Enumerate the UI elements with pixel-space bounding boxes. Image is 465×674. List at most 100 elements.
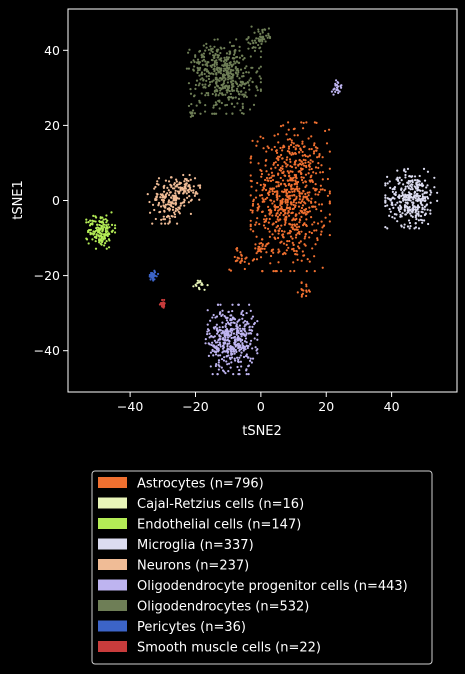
data-point: [251, 202, 255, 206]
data-point: [271, 248, 275, 251]
data-point: [241, 80, 244, 83]
data-point: [192, 65, 196, 68]
data-point: [293, 269, 296, 273]
data-point: [384, 182, 387, 185]
data-point: [266, 242, 269, 246]
data-point: [245, 71, 248, 74]
data-point: [100, 243, 103, 246]
data-point: [436, 199, 439, 202]
data-point: [397, 206, 400, 209]
data-point: [415, 192, 419, 196]
data-point: [216, 85, 219, 88]
data-point: [399, 213, 402, 216]
data-point: [157, 183, 160, 186]
data-point: [384, 196, 387, 199]
data-point: [194, 55, 197, 58]
data-point: [274, 161, 277, 164]
data-point: [411, 215, 414, 218]
data-point: [201, 59, 204, 63]
data-point: [235, 56, 238, 59]
data-point: [98, 235, 101, 238]
data-point: [305, 283, 308, 286]
data-point: [429, 193, 432, 196]
data-point: [194, 87, 197, 90]
data-point: [232, 89, 236, 92]
data-point: [211, 341, 214, 344]
data-point: [315, 121, 318, 124]
data-point: [251, 329, 254, 332]
data-point: [241, 75, 244, 78]
data-point: [210, 49, 213, 52]
data-point: [323, 189, 326, 192]
data-point: [311, 160, 314, 163]
data-point: [228, 342, 231, 345]
data-point: [302, 121, 305, 125]
data-point: [198, 184, 202, 187]
data-point: [218, 67, 221, 70]
data-point: [153, 271, 156, 274]
data-point: [198, 68, 201, 71]
data-point: [248, 326, 251, 329]
data-point: [229, 269, 233, 272]
data-point: [410, 175, 413, 178]
data-point: [157, 203, 160, 206]
data-point: [232, 373, 235, 376]
data-point: [270, 176, 273, 179]
data-point: [258, 67, 261, 70]
data-point: [237, 358, 240, 361]
data-point: [424, 212, 427, 216]
data-point: [265, 251, 268, 254]
data-point: [224, 104, 227, 107]
data-point: [219, 58, 222, 61]
data-point: [421, 195, 425, 198]
data-point: [180, 202, 183, 205]
data-point: [328, 233, 331, 237]
data-point: [190, 61, 193, 64]
data-point: [185, 179, 188, 182]
data-point: [225, 319, 229, 322]
legend-label: Oligodendrocyte progenitor cells (n=443): [137, 579, 408, 594]
data-point: [421, 211, 424, 214]
data-point: [299, 240, 302, 243]
data-point: [414, 208, 417, 211]
data-point: [189, 186, 192, 189]
data-point: [213, 56, 216, 59]
data-point: [252, 198, 255, 201]
data-point: [230, 331, 233, 334]
data-point: [314, 166, 318, 169]
data-point: [262, 147, 265, 150]
data-point: [231, 353, 234, 356]
data-point: [173, 213, 177, 216]
data-point: [264, 159, 267, 162]
x-tick-label: 40: [384, 399, 400, 414]
data-point: [277, 157, 280, 161]
data-point: [400, 188, 403, 191]
data-point: [290, 139, 293, 142]
data-point: [247, 71, 250, 74]
data-point: [221, 87, 225, 90]
data-point: [241, 102, 244, 105]
data-point: [191, 111, 194, 115]
data-point: [218, 92, 222, 95]
data-point: [256, 352, 259, 355]
data-point: [241, 93, 244, 96]
data-point: [187, 201, 190, 204]
data-point: [238, 324, 242, 327]
data-point: [276, 206, 279, 209]
data-point: [301, 150, 304, 154]
data-point: [262, 224, 266, 227]
data-point: [409, 212, 412, 215]
data-point: [190, 198, 193, 201]
data-point: [309, 176, 312, 179]
data-point: [156, 180, 159, 183]
data-point: [187, 67, 191, 70]
data-point: [246, 322, 249, 325]
data-point: [157, 201, 161, 205]
data-point: [270, 148, 273, 151]
data-point: [306, 258, 309, 261]
data-point: [89, 231, 92, 234]
data-point: [290, 203, 293, 206]
data-point: [242, 345, 245, 349]
data-point: [295, 197, 298, 200]
